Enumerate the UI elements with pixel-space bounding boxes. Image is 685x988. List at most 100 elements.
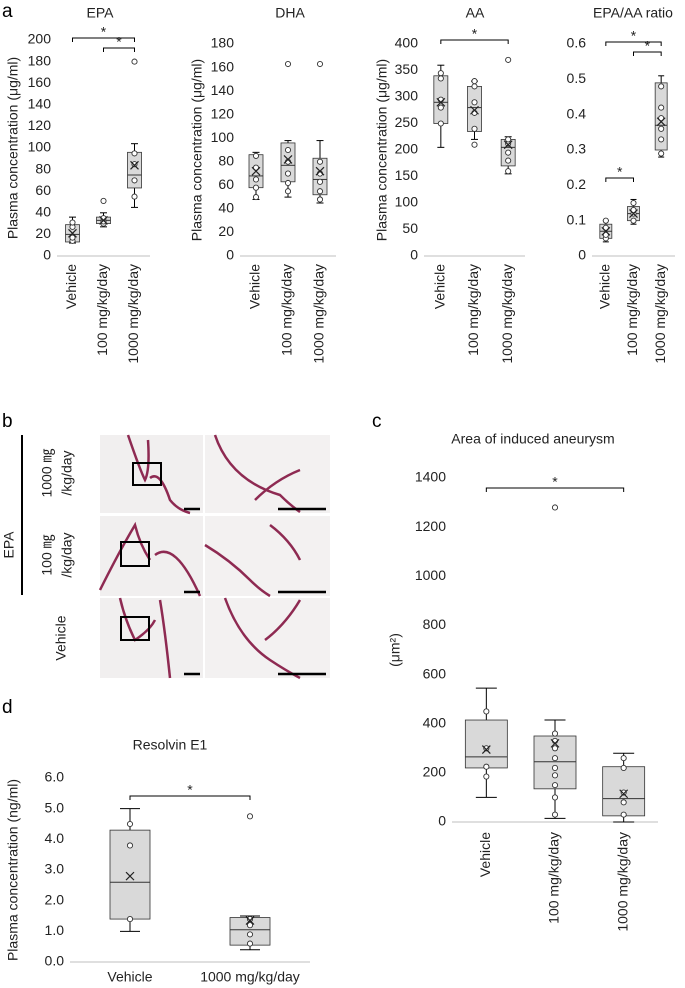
data-point [252, 176, 260, 183]
data-point [658, 125, 665, 132]
x-tick-label: Vehicle [247, 264, 263, 309]
mean-marker [130, 160, 139, 170]
data-point [252, 194, 260, 201]
data-point [505, 168, 512, 175]
y-tick-label: 100 [395, 194, 419, 210]
data-point [284, 146, 292, 154]
data-point [602, 217, 609, 224]
y-tick-label: 180 [28, 52, 52, 68]
y-tick-label: 160 [211, 58, 235, 74]
y-tick-label: 50 [402, 220, 418, 236]
data-point [437, 75, 444, 82]
y-axis-label: Plasma concentration (μg/ml) [189, 59, 205, 241]
y-tick-label: 0 [43, 247, 51, 263]
y-tick-label: 0.5 [567, 70, 587, 86]
data-point [551, 745, 559, 752]
y-tick-label: 0 [578, 247, 586, 263]
chart-title: EPA [87, 5, 115, 21]
x-tick-label: 100 mg/kg/day [94, 264, 110, 356]
y-tick-label: 60 [218, 176, 234, 192]
data-point [471, 125, 478, 132]
y-tick-label: 120 [28, 117, 52, 133]
tissue [98, 434, 302, 680]
y-tick-label: 0.4 [567, 105, 587, 121]
data-point [630, 207, 637, 214]
panel-label: c [372, 411, 382, 432]
y-tick-label: 60 [35, 182, 51, 198]
significance-bracket [485, 487, 625, 492]
y-tick-label: 5.0 [45, 799, 65, 815]
y-tick-label: 1200 [415, 518, 446, 534]
box [467, 86, 482, 132]
mean-marker [68, 228, 77, 238]
row-label: /kg/day [59, 450, 75, 495]
data-point [505, 56, 512, 63]
data-point [551, 782, 559, 789]
y-axis-label: Plasma concentration (ng/ml) [5, 779, 21, 961]
y-tick-label: 80 [35, 160, 51, 176]
significance-bracket [633, 51, 662, 56]
significance-label: * [472, 26, 478, 42]
data-point [630, 199, 637, 207]
significance-bracket [605, 41, 662, 46]
y-tick-label: 1.0 [45, 922, 65, 938]
data-point [100, 197, 107, 204]
chart-title: Area of induced aneurysm [451, 431, 614, 447]
mean-marker [601, 226, 611, 236]
significance-label: * [631, 28, 637, 44]
x-tick-label: Vehicle [107, 969, 152, 985]
mean-marker [245, 916, 255, 926]
data-point [630, 217, 637, 224]
data-point [551, 794, 559, 801]
x-tick-label: 100 mg/kg/day [465, 264, 481, 356]
y-tick-label: 40 [35, 204, 51, 220]
mean-marker [470, 105, 479, 115]
y-tick-label: 4.0 [45, 830, 65, 846]
y-tick-label: 350 [395, 61, 419, 77]
data-point [658, 136, 665, 143]
data-point [246, 940, 254, 947]
significance-label: * [617, 164, 623, 180]
data-point [471, 83, 478, 90]
chart-title: DHA [275, 5, 305, 21]
mean-marker [619, 789, 629, 799]
y-tick-label: 6.0 [45, 769, 65, 785]
data-point [658, 115, 665, 122]
micrograph [205, 516, 330, 596]
data-point [316, 178, 324, 185]
y-tick-label: 1400 [415, 469, 446, 485]
row-label: 1000 ㎎ [39, 448, 56, 497]
y-tick-label: 20 [218, 223, 234, 239]
y-tick-label: 150 [395, 167, 419, 183]
data-point [131, 150, 138, 157]
y-tick-label: 200 [423, 764, 447, 780]
y-tick-label: 400 [395, 35, 419, 51]
data-point [620, 764, 627, 771]
data-point [505, 136, 512, 143]
micrograph [100, 598, 203, 678]
y-tick-label: 100 [211, 129, 235, 145]
row-label: Vehicle [53, 615, 69, 660]
y-tick-label: 1000 [415, 567, 446, 583]
mean-marker [283, 154, 293, 164]
box [464, 719, 508, 769]
y-tick-label: 0.3 [567, 141, 587, 157]
data-point [505, 157, 512, 164]
y-tick-label: 250 [395, 114, 419, 130]
data-point [658, 104, 665, 111]
data-point [131, 161, 138, 168]
box [229, 917, 271, 946]
significance-bracket [72, 37, 135, 42]
data-point [252, 184, 260, 191]
data-point [658, 83, 665, 90]
chart-title: AA [466, 5, 485, 21]
data-point [551, 730, 559, 737]
y-tick-label: 80 [218, 152, 234, 168]
data-point [471, 141, 478, 148]
significance-bracket [440, 39, 509, 44]
y-tick-label: 2.0 [45, 891, 65, 907]
data-point [252, 152, 260, 159]
data-point [126, 842, 134, 849]
row-label: 100 ㎎ [39, 534, 56, 575]
